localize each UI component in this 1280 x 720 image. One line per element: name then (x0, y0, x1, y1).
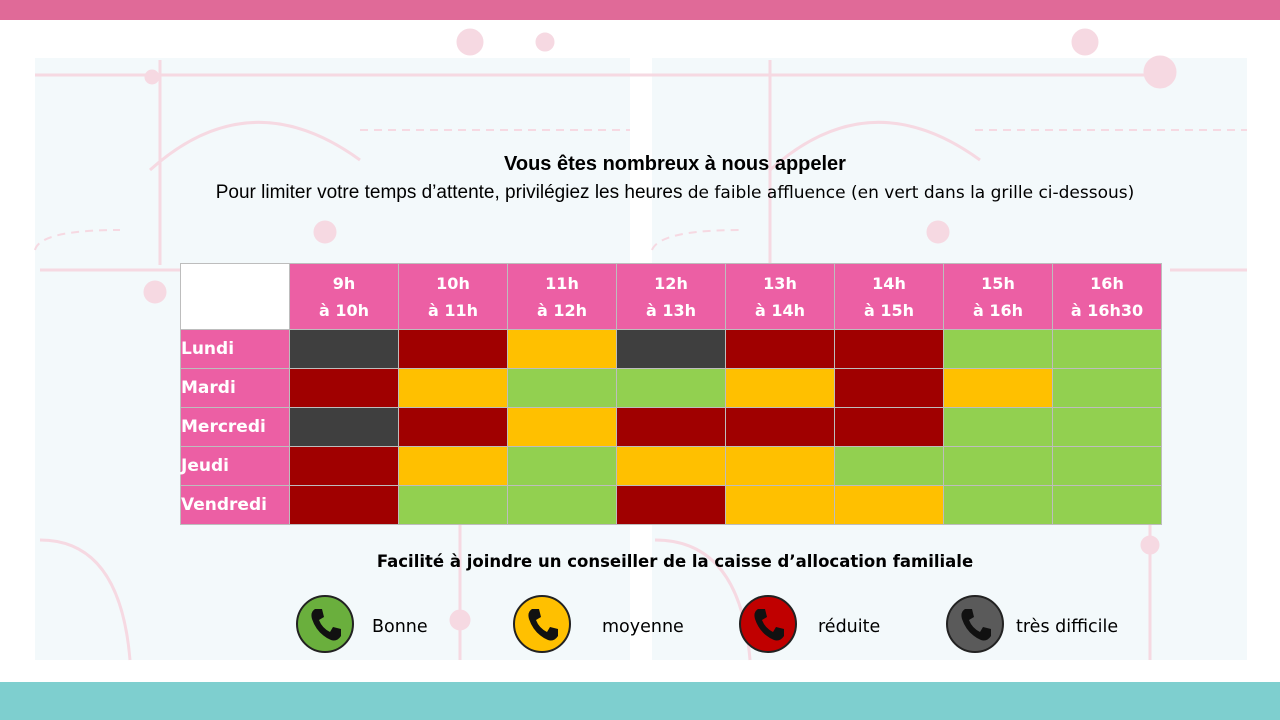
grid-cell (834, 329, 944, 369)
grid-cell (289, 368, 399, 408)
hour-to: à 13h (645, 300, 697, 320)
legend-label: très difficile (1016, 617, 1119, 637)
grid-cell (398, 368, 508, 408)
grid-cell (725, 368, 835, 408)
grid-cell (398, 485, 508, 525)
grid-cell (616, 329, 726, 369)
hour-from: 12h (654, 273, 688, 293)
hour-to: à 16h30 (1070, 300, 1144, 320)
grid-cell (616, 368, 726, 408)
grid-cell (943, 368, 1053, 408)
hour-header: 16h à 16h30 (1052, 263, 1162, 330)
grid-cell (834, 368, 944, 408)
grid-row: Lundi (180, 329, 1162, 369)
page-title: Vous êtes nombreux à nous appeler (504, 153, 846, 175)
day-label: Lundi (180, 329, 290, 369)
subtitle-part-1: Pour limiter votre temps d’attente, priv… (215, 182, 688, 203)
grid-cell (834, 446, 944, 486)
grid-cell (616, 446, 726, 486)
grid-cell (943, 446, 1053, 486)
grid-cell (943, 407, 1053, 447)
hour-from: 9h (332, 273, 356, 293)
grid-cell (1052, 407, 1162, 447)
legend-label: réduite (818, 617, 881, 637)
grid-cell (289, 446, 399, 486)
phone-icon (739, 595, 797, 653)
grid-cell (834, 407, 944, 447)
grid-cell (289, 485, 399, 525)
day-label: Vendredi (180, 485, 290, 525)
heading: Vous êtes nombreux à nous appeler Pour l… (180, 150, 1170, 208)
legend-label: moyenne (602, 617, 684, 637)
grid-cell (943, 485, 1053, 525)
grid-cell (1052, 446, 1162, 486)
grid-cell (616, 407, 726, 447)
grid-cell (1052, 329, 1162, 369)
top-banner (0, 0, 1280, 20)
hour-to: à 10h (318, 300, 370, 320)
phone-icon (946, 595, 1004, 653)
grid-cell (398, 329, 508, 369)
grid-cell (943, 329, 1053, 369)
hour-to: à 15h (863, 300, 915, 320)
grid-cell (725, 446, 835, 486)
grid-cell (289, 407, 399, 447)
grid-row: Jeudi (180, 446, 1162, 486)
grid-row: Vendredi (180, 485, 1162, 525)
hour-header: 9h à 10h (289, 263, 399, 330)
hour-header: 10h à 11h (398, 263, 508, 330)
header-row: 9h à 10h 10h à 11h 11h à 12h 12h à 13h 13h à … (180, 263, 1162, 330)
legend-title: Facilité à joindre un conseiller de la c… (376, 552, 974, 571)
legend: Bonne moyenne réduite très difficile (0, 595, 1280, 655)
hour-header: 15h à 16h (943, 263, 1053, 330)
hour-from: 16h (1090, 273, 1124, 293)
day-label: Mardi (180, 368, 290, 408)
grid-cell (1052, 368, 1162, 408)
hour-from: 15h (981, 273, 1015, 293)
hour-from: 11h (545, 273, 579, 293)
hour-to: à 14h (754, 300, 806, 320)
hour-to: à 11h (427, 300, 479, 320)
grid-body: Lundi Mardi Mercredi Jeudi Vendredi (180, 329, 1162, 525)
hour-from: 14h (872, 273, 906, 293)
grid-row: Mercredi (180, 407, 1162, 447)
bottom-banner (0, 682, 1280, 720)
hour-header: 11h à 12h (507, 263, 617, 330)
grid-corner (180, 263, 290, 330)
grid-cell (398, 407, 508, 447)
grid-cell (725, 485, 835, 525)
phone-icon (296, 595, 354, 653)
hour-from: 13h (763, 273, 797, 293)
page-subtitle: Pour limiter votre temps d’attente, priv… (180, 178, 1170, 208)
grid-cell (289, 329, 399, 369)
grid-cell (507, 329, 617, 369)
hour-from: 10h (436, 273, 470, 293)
grid-row: Mardi (180, 368, 1162, 408)
grid-cell (725, 407, 835, 447)
grid-cell (507, 368, 617, 408)
grid-cell (507, 446, 617, 486)
hour-to: à 12h (536, 300, 588, 320)
day-label: Mercredi (180, 407, 290, 447)
grid-cell (834, 485, 944, 525)
day-label: Jeudi (180, 446, 290, 486)
subtitle-part-2: de faible affluence (en vert dans la gri… (687, 183, 1135, 203)
grid-cell (398, 446, 508, 486)
legend-label: Bonne (372, 617, 428, 637)
hour-header: 13h à 14h (725, 263, 835, 330)
phone-icon (513, 595, 571, 653)
hour-to: à 16h (972, 300, 1024, 320)
grid-cell (507, 407, 617, 447)
hour-header: 12h à 13h (616, 263, 726, 330)
availability-grid: 9h à 10h 10h à 11h 11h à 12h 12h à 13h 13h à … (180, 263, 1162, 525)
grid-cell (507, 485, 617, 525)
hour-header: 14h à 15h (834, 263, 944, 330)
grid-cell (725, 329, 835, 369)
grid-cell (616, 485, 726, 525)
grid-cell (1052, 485, 1162, 525)
